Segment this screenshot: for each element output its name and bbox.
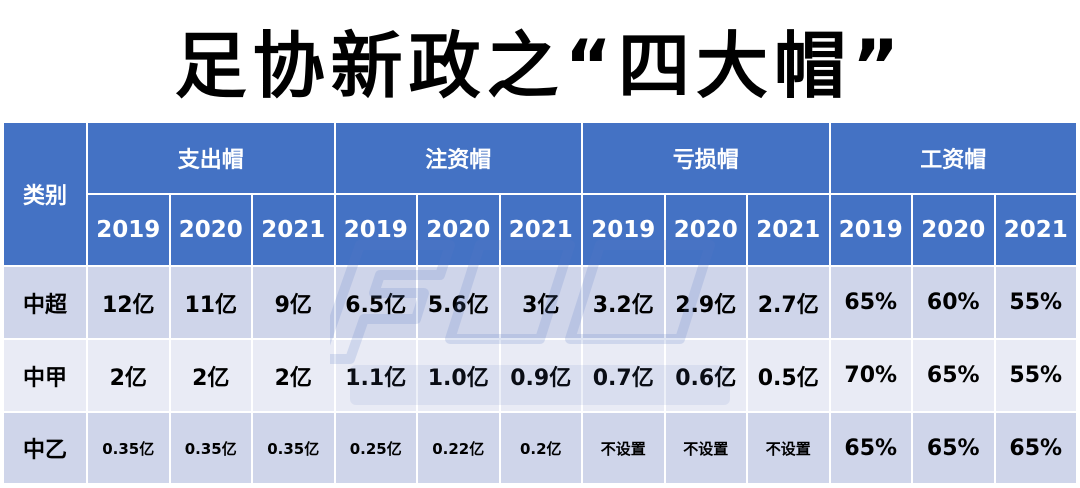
table-row: 中甲 2亿 2亿 2亿 1.1亿 1.0亿 0.9亿 0.7亿 0.6亿 0.5… xyxy=(2,338,1078,413)
table-cell: 2.9亿 xyxy=(663,265,748,340)
table-cell: 2亿 xyxy=(251,338,336,413)
table-cell: 9亿 xyxy=(251,265,336,340)
table-cell: 1.0亿 xyxy=(416,338,501,413)
table-cell: 65% xyxy=(828,265,913,340)
year-header: 2021 xyxy=(993,193,1078,267)
table-cell: 0.35亿 xyxy=(251,411,336,485)
group-header-loss-cap: 亏损帽 xyxy=(581,121,831,195)
table-cell: 1.1亿 xyxy=(333,338,418,413)
table-cell: 0.35亿 xyxy=(168,411,253,485)
table-cell: 55% xyxy=(993,338,1078,413)
table-cell: 不设置 xyxy=(581,411,666,485)
table-cell: 2亿 xyxy=(86,338,171,413)
table-cell: 70% xyxy=(828,338,913,413)
year-header: 2019 xyxy=(581,193,666,267)
table-cell: 0.9亿 xyxy=(498,338,583,413)
table-cell: 65% xyxy=(911,338,996,413)
group-header-investment-cap: 注资帽 xyxy=(333,121,583,195)
table-cell: 0.5亿 xyxy=(746,338,831,413)
table-cell: 2.7亿 xyxy=(746,265,831,340)
table-cell: 65% xyxy=(993,411,1078,485)
table-cell: 55% xyxy=(993,265,1078,340)
table-cell: 5.6亿 xyxy=(416,265,501,340)
page-title: 足协新政之“四大帽” xyxy=(174,23,906,108)
table-cell: 0.25亿 xyxy=(333,411,418,485)
table-cell: 65% xyxy=(911,411,996,485)
table-cell: 0.7亿 xyxy=(581,338,666,413)
table-cell: 2亿 xyxy=(168,338,253,413)
group-header-spending-cap: 支出帽 xyxy=(86,121,336,195)
year-header: 2020 xyxy=(416,193,501,267)
row-label: 中甲 xyxy=(2,338,88,413)
year-header: 2021 xyxy=(498,193,583,267)
table-cell: 0.35亿 xyxy=(86,411,171,485)
table-cell: 不设置 xyxy=(663,411,748,485)
table-cell: 6.5亿 xyxy=(333,265,418,340)
group-header-salary-cap: 工资帽 xyxy=(828,121,1078,195)
table-row: 中乙 0.35亿 0.35亿 0.35亿 0.25亿 0.22亿 0.2亿 不设… xyxy=(2,411,1078,485)
table-cell: 3亿 xyxy=(498,265,583,340)
year-header: 2019 xyxy=(333,193,418,267)
table-cell: 60% xyxy=(911,265,996,340)
year-header: 2020 xyxy=(168,193,253,267)
table-row: 中超 12亿 11亿 9亿 6.5亿 5.6亿 3亿 3.2亿 2.9亿 2.7… xyxy=(2,265,1078,340)
table-cell: 65% xyxy=(828,411,913,485)
table-cell: 3.2亿 xyxy=(581,265,666,340)
year-header: 2021 xyxy=(251,193,336,267)
year-header: 2019 xyxy=(828,193,913,267)
year-header: 2020 xyxy=(663,193,748,267)
year-header: 2019 xyxy=(86,193,171,267)
table-cell: 11亿 xyxy=(168,265,253,340)
category-header: 类别 xyxy=(2,121,88,267)
table-cell: 0.2亿 xyxy=(498,411,583,485)
table-cell: 12亿 xyxy=(86,265,171,340)
cap-table: 类别 支出帽 注资帽 亏损帽 工资帽 2019 2020 2021 2019 2… xyxy=(2,121,1078,485)
row-label: 中乙 xyxy=(2,411,88,485)
table-cell: 0.22亿 xyxy=(416,411,501,485)
row-label: 中超 xyxy=(2,265,88,340)
year-header: 2020 xyxy=(911,193,996,267)
year-header: 2021 xyxy=(746,193,831,267)
table-cell: 不设置 xyxy=(746,411,831,485)
table-cell: 0.6亿 xyxy=(663,338,748,413)
